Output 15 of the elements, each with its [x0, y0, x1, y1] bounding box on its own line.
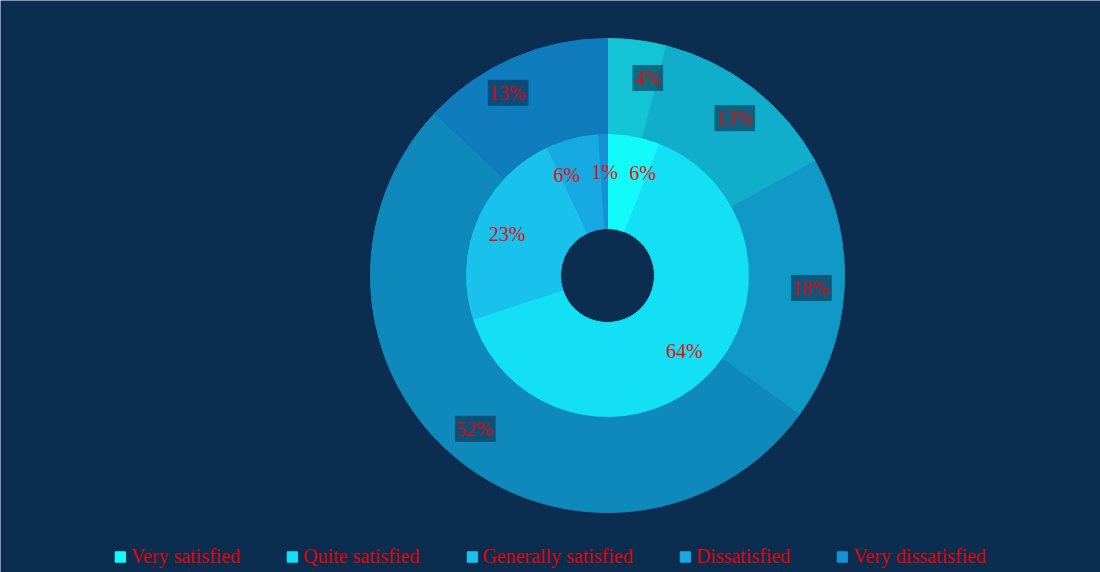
legend-label: Quite satisfied: [303, 545, 420, 568]
data-label: 6%: [552, 163, 580, 186]
legend-label: Dissatisfied: [696, 545, 791, 568]
data-label: 6%: [628, 162, 656, 185]
data-label: 23%: [488, 223, 526, 246]
data-label: 64%: [665, 340, 703, 363]
data-label: 13%: [716, 107, 754, 130]
data-label: 4%: [634, 67, 662, 90]
data-label: 52%: [456, 417, 494, 440]
data-label: 13%: [489, 81, 527, 104]
legend-label: Very dissatisfied: [853, 545, 987, 568]
legend-label: Generally satisfied: [482, 545, 634, 568]
data-label: 1%: [590, 160, 618, 183]
legend-label: Very satisfied: [131, 545, 241, 568]
data-label: 18%: [793, 277, 830, 299]
